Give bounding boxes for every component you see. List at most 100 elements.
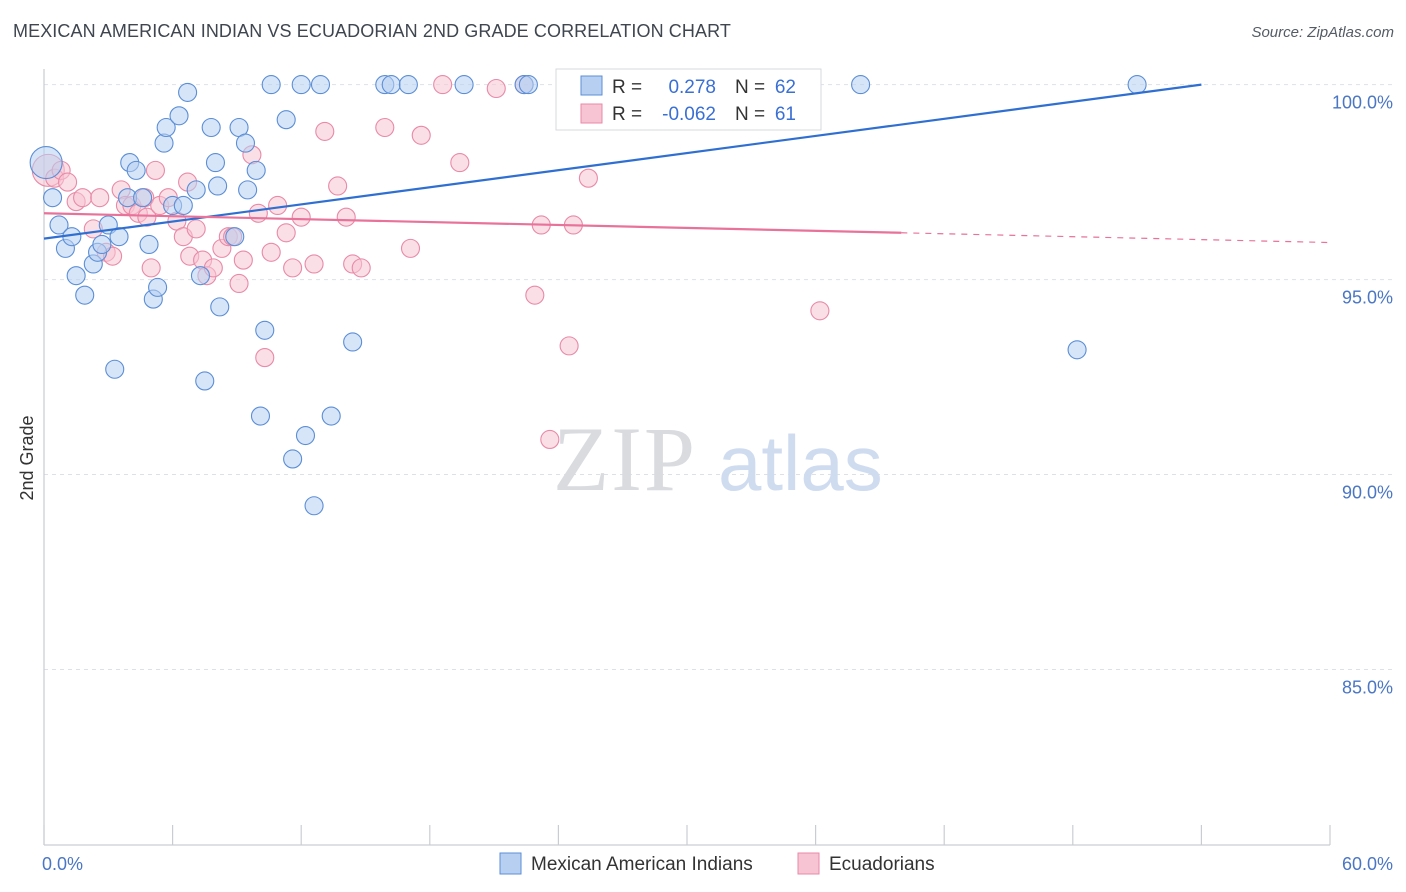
pink-point xyxy=(486,78,506,99)
y-tick-label-95: 95.0% xyxy=(1342,288,1393,308)
stats-r-label-1: R = xyxy=(612,77,642,98)
blue-point xyxy=(1127,75,1147,95)
stats-n-value-2: 61 xyxy=(775,104,796,125)
pink-point xyxy=(90,188,110,208)
legend-swatch-ecuadorians[interactable] xyxy=(797,852,820,875)
blue-point xyxy=(518,75,538,95)
blue-point xyxy=(29,146,63,180)
blue-point xyxy=(186,180,206,200)
blue-point xyxy=(105,359,125,379)
y-tick-label-90: 90.0% xyxy=(1342,483,1393,503)
pink-point xyxy=(411,125,431,145)
blue-point xyxy=(454,75,474,95)
pink-point xyxy=(255,348,275,368)
blue-point xyxy=(205,153,226,173)
x-ticks xyxy=(43,825,1331,845)
blue-point xyxy=(126,160,146,180)
pink-point xyxy=(525,285,545,305)
trend-lines xyxy=(43,83,1331,244)
blue-point xyxy=(291,75,311,95)
legend-label-mexican-american-indians[interactable]: Mexican American Indians xyxy=(531,854,753,875)
stats-box: R = 0.278 N = 62 R = -0.062 N = 61 xyxy=(555,68,822,131)
pink-point xyxy=(450,153,470,173)
blue-point xyxy=(195,371,215,391)
pink-point xyxy=(233,250,253,270)
blue-point xyxy=(148,277,168,297)
pink-point xyxy=(73,188,93,208)
blue-point xyxy=(178,82,198,102)
stats-n-label-1: N = xyxy=(735,77,765,98)
pink-point xyxy=(248,203,268,223)
blue-point xyxy=(276,110,296,130)
blue-point xyxy=(133,188,153,208)
stats-r-value-2: -0.062 xyxy=(662,104,716,125)
blue-point xyxy=(139,234,159,255)
legend-swatch-mexican-american-indians[interactable] xyxy=(499,852,522,875)
blue-point xyxy=(49,215,69,235)
series-ecuadorians-points xyxy=(31,75,830,450)
pink-point xyxy=(400,238,421,258)
trend-line-mexican-american-indians xyxy=(43,83,1202,240)
y-tick-label-100: 100.0% xyxy=(1332,93,1393,113)
chart-source: Source: ZipAtlas.com xyxy=(1251,24,1394,41)
blue-point xyxy=(1067,340,1087,360)
blue-point xyxy=(238,180,258,200)
blue-point xyxy=(92,234,112,255)
blue-point xyxy=(225,227,245,247)
pink-point xyxy=(137,207,157,227)
pink-point xyxy=(328,176,348,196)
y-axis-title: 2nd Grade xyxy=(17,415,37,500)
blue-point xyxy=(261,75,281,95)
x-tick-label-min: 0.0% xyxy=(42,854,83,874)
blue-point xyxy=(75,285,95,305)
pink-point xyxy=(261,242,281,262)
pink-point xyxy=(578,168,598,188)
pink-point xyxy=(141,258,161,278)
stats-r-value-1: 0.278 xyxy=(668,77,716,98)
blue-point xyxy=(398,75,418,95)
blue-point xyxy=(246,160,266,180)
blue-point xyxy=(283,449,303,469)
blue-point xyxy=(381,75,401,95)
blue-point xyxy=(851,75,871,95)
blue-point xyxy=(304,496,324,516)
pink-point xyxy=(375,117,395,138)
pink-point xyxy=(268,195,288,216)
blue-point xyxy=(210,297,230,317)
pink-point xyxy=(336,207,356,227)
stats-n-label-2: N = xyxy=(735,104,765,125)
stats-swatch-pink xyxy=(580,103,603,124)
blue-point xyxy=(66,266,86,286)
watermark-atlas: atlas xyxy=(718,419,883,507)
pink-point xyxy=(810,301,830,321)
legend: Mexican American Indians Ecuadorians xyxy=(499,852,935,875)
pink-point xyxy=(229,273,249,294)
chart-title: MEXICAN AMERICAN INDIAN VS ECUADORIAN 2N… xyxy=(13,21,731,41)
gridlines xyxy=(44,84,1394,671)
pink-point xyxy=(58,172,78,192)
blue-point xyxy=(295,426,316,446)
blue-point xyxy=(201,117,221,138)
blue-point xyxy=(173,195,193,216)
pink-point xyxy=(291,207,311,227)
pink-point xyxy=(559,336,579,356)
blue-point xyxy=(343,332,363,352)
legend-label-ecuadorians[interactable]: Ecuadorians xyxy=(829,854,935,875)
pink-point xyxy=(186,219,206,239)
blue-point xyxy=(190,266,211,286)
pink-point xyxy=(540,429,560,450)
blue-point xyxy=(310,75,331,95)
y-tick-label-85: 85.0% xyxy=(1342,678,1393,698)
stats-n-value-1: 62 xyxy=(775,77,796,98)
pink-point xyxy=(304,254,324,274)
watermark-zip: ZIP xyxy=(553,408,697,510)
pink-point xyxy=(433,75,453,95)
blue-point xyxy=(43,188,63,208)
pink-point xyxy=(276,223,296,243)
x-tick-label-max: 60.0% xyxy=(1342,854,1393,874)
blue-point xyxy=(208,176,228,196)
pink-point xyxy=(315,121,335,141)
y-tick-labels: 100.0% 95.0% 90.0% 85.0% xyxy=(1332,93,1393,698)
trend-line-ecuadorians xyxy=(43,212,902,234)
